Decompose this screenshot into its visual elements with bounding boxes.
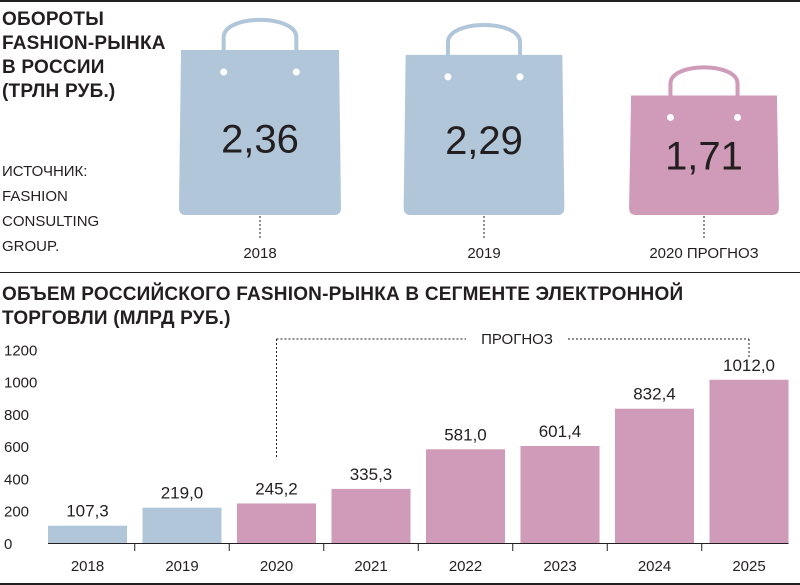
bag-handle [221, 17, 299, 72]
source-line: GROUP. [2, 238, 60, 255]
bags-title-line: (ТРЛН РУБ.) [2, 81, 116, 102]
bar [331, 488, 411, 543]
y-tick-label: 0 [4, 536, 12, 553]
source-line: FASHION [2, 188, 68, 205]
bags-title-line: В РОССИИ [2, 57, 105, 78]
y-tick-label: 200 [4, 504, 29, 521]
bar [426, 449, 505, 543]
bar [48, 525, 127, 543]
x-tick-label: 2022 [449, 558, 482, 575]
bar [520, 445, 600, 543]
bag-body [179, 50, 341, 215]
shopping-bag-icon: 2,29 [403, 23, 565, 238]
x-tick-label: 2021 [354, 558, 387, 575]
bag-handle [668, 65, 740, 118]
bar [709, 379, 789, 543]
bag-year-label: 2020 ПРОГНОЗ [649, 245, 759, 262]
shopping-bag-icon: 2,36 [179, 17, 341, 238]
y-tick-label: 1200 [4, 342, 37, 359]
bag-rivet [663, 110, 677, 124]
bag-rivet [513, 70, 527, 84]
bar-value-label: 107,3 [66, 502, 109, 521]
bags-title-line: FASHION-РЫНКА [2, 33, 166, 54]
source-line: ИСТОЧНИК: [2, 163, 88, 180]
bag-rivet [289, 65, 303, 79]
y-tick-label: 600 [4, 439, 29, 456]
x-tick-label: 2018 [71, 558, 104, 575]
y-tick-label: 1000 [4, 375, 37, 392]
bar-value-label: 245,2 [255, 479, 298, 498]
bag-year-label: 2018 [243, 245, 277, 262]
x-tick-label: 2025 [732, 558, 765, 575]
section-divider [0, 272, 800, 273]
bar [237, 503, 316, 543]
bar [142, 507, 222, 543]
top-rule [0, 0, 800, 2]
y-tick-label: 800 [4, 407, 29, 424]
x-tick-label: 2024 [638, 558, 671, 575]
bag-year-label: 2019 [467, 245, 501, 262]
bag-rivet [731, 110, 745, 124]
bar-value-label: 335,3 [350, 465, 393, 484]
x-tick-label: 2020 [260, 558, 293, 575]
x-tick-label: 2019 [165, 558, 198, 575]
ecommerce-title-line: ОБЪЕМ РОССИЙСКОГО FASHION-РЫНКА В СЕГМЕН… [2, 284, 684, 305]
bar-value-label: 832,4 [633, 385, 676, 404]
source-line: CONSULTING [2, 213, 100, 230]
bag-value-label: 2,29 [445, 119, 523, 163]
bottom-rule [0, 583, 800, 585]
bag-value-label: 2,36 [221, 117, 299, 161]
bar [615, 408, 694, 543]
source-note: ИСТОЧНИК: FASHION CONSULTING GROUP. [2, 159, 162, 259]
y-tick-label: 400 [4, 471, 29, 488]
shopping-bag-icon: 1,71 [629, 65, 779, 238]
bag-body [403, 54, 565, 215]
bar-value-label: 219,0 [161, 484, 204, 503]
ecommerce-title-line: ТОРГОВЛИ (МЛРД РУБ.) [2, 308, 231, 329]
bag-rivet [217, 65, 231, 79]
bag-handle [445, 23, 523, 77]
bags-chart-title: ОБОРОТЫ FASHION-РЫНКА В РОССИИ (ТРЛН РУБ… [2, 8, 172, 104]
bag-rivet [441, 70, 455, 84]
bar-value-label: 601,4 [539, 422, 582, 441]
bag-body [629, 95, 779, 215]
bar-value-label: 581,0 [444, 425, 487, 444]
bag-value-label: 1,71 [665, 135, 743, 179]
ecommerce-chart-title: ОБЪЕМ РОССИЙСКОГО FASHION-РЫНКА В СЕГМЕН… [2, 283, 792, 331]
x-tick-label: 2023 [543, 558, 576, 575]
bags-chart: 2,36 2,29 1,71 [179, 17, 779, 238]
bags-title-line: ОБОРОТЫ [2, 9, 105, 30]
forecast-label: ПРОГНОЗ [481, 331, 553, 348]
bar-value-label: 1012,0 [723, 356, 775, 375]
